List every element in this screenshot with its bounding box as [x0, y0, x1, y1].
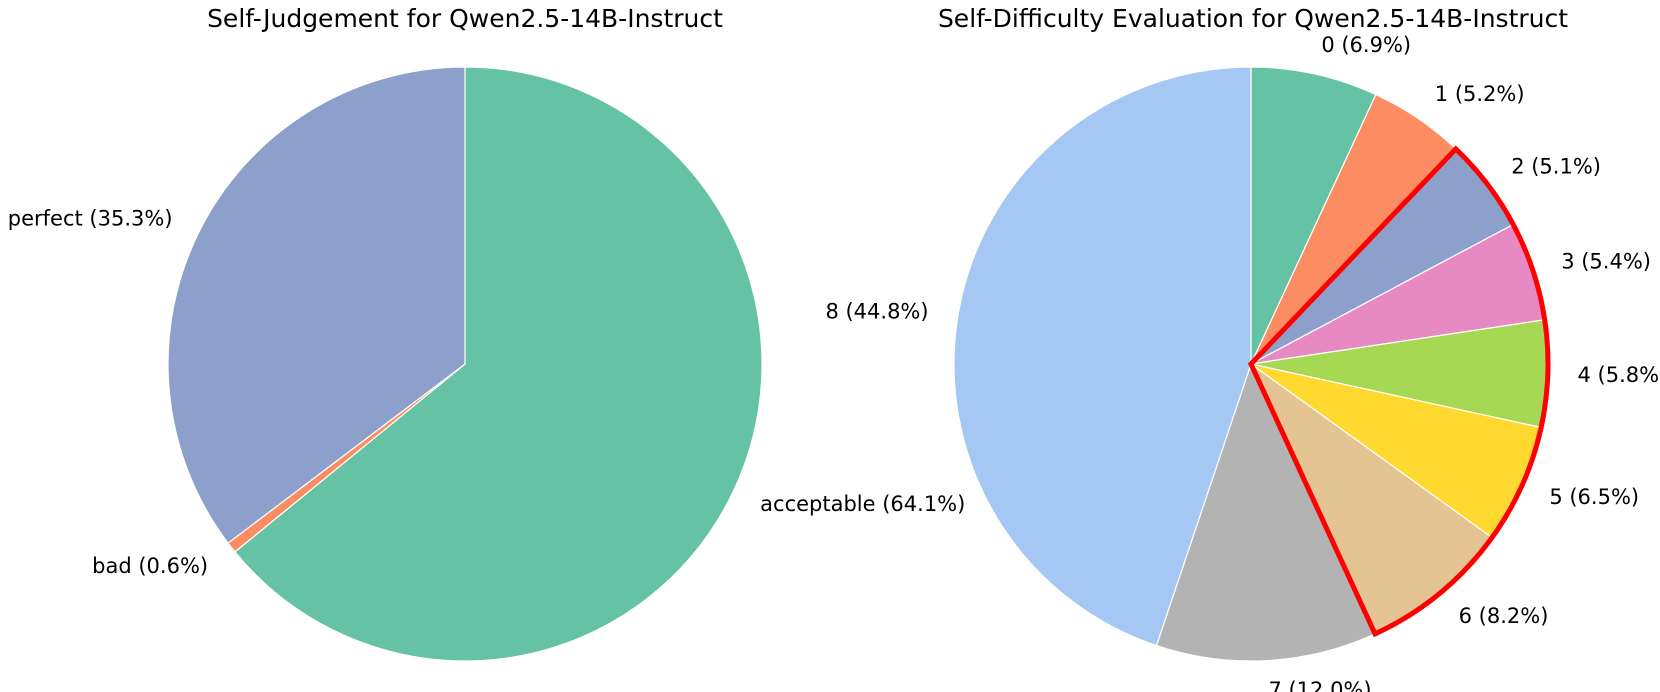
slice-label-6: 6 (8.2%) — [1459, 604, 1549, 628]
slice-label-8: 8 (44.8%) — [825, 299, 928, 323]
pie-self-difficulty: 0 (6.9%) 1 (5.2%) 2 (5.1%) 3 (5.4%) 4 (5.8%)… — [825, 33, 1660, 692]
slice-label-perfect: perfect (35.3%) — [8, 206, 173, 230]
slice-label-0: 0 (6.9%) — [1321, 33, 1411, 57]
chart-title-self-difficulty: Self-Difficulty Evaluation for Qwen2.5-1… — [938, 4, 1568, 33]
slice-label-3: 3 (5.4%) — [1561, 249, 1651, 273]
slice-label-5: 5 (6.5%) — [1549, 485, 1639, 509]
pie-slice-acceptable — [234, 66, 763, 662]
slice-label-bad: bad (0.6%) — [92, 554, 208, 578]
slice-label-1: 1 (5.2%) — [1435, 82, 1525, 106]
slice-label-7: 7 (12.0%) — [1268, 678, 1371, 692]
pie-slice-8 — [953, 66, 1252, 647]
slice-label-4: 4 (5.8%) — [1578, 363, 1660, 387]
chart-title-self-judgement: Self-Judgement for Qwen2.5-14B-Instruct — [207, 4, 723, 33]
slice-label-acceptable: acceptable (64.1%) — [760, 492, 965, 516]
highlight-outline — [1248, 145, 1551, 638]
pie-slice-perfect — [167, 66, 466, 544]
pie-slice-0 — [1250, 66, 1377, 365]
pie-self-judgement: acceptable (64.1%) bad (0.6%) perfect (35.… — [8, 66, 965, 662]
slice-label-2: 2 (5.1%) — [1511, 154, 1601, 178]
pie-slice-7 — [1155, 363, 1376, 662]
